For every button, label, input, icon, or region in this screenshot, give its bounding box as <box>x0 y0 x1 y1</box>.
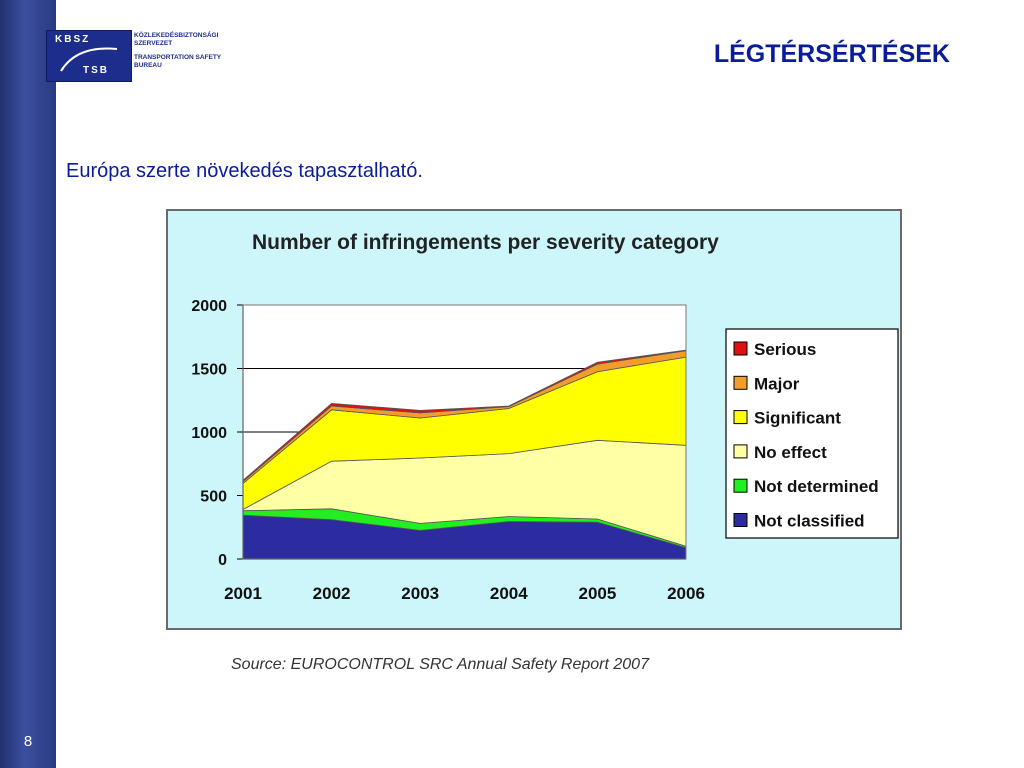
sidebar-bar: 8 <box>0 0 56 768</box>
logo-kbsz-text: KBSZ <box>55 34 91 45</box>
legend-swatch <box>733 444 748 459</box>
logo-line-2: SZERVEZET <box>134 40 173 47</box>
legend-label: Significant <box>754 409 841 428</box>
x-tick-label: 2006 <box>667 584 705 603</box>
chart-title: Number of infringements per severity cat… <box>252 231 719 254</box>
page-number: 8 <box>23 733 33 750</box>
legend-swatch <box>733 341 748 356</box>
logo-swoosh-icon <box>60 47 118 72</box>
legend-swatch <box>733 478 748 493</box>
y-tick-label: 1000 <box>191 425 227 442</box>
logo-emblem: KBSZ TSB <box>46 30 132 82</box>
logo-tsb-text: TSB <box>83 65 109 76</box>
x-tick-label: 2003 <box>401 584 439 603</box>
logo-line-3: TRANSPORTATION SAFETY <box>134 54 222 61</box>
slide-subtitle: Európa szerte növekedés tapasztalható. <box>66 160 423 182</box>
legend-label: Not determined <box>754 477 879 496</box>
chart-frame: Number of infringements per severity cat… <box>166 209 902 630</box>
legend-label: No effect <box>754 443 827 462</box>
chart-legend <box>725 328 899 539</box>
y-tick-label: 2000 <box>191 298 227 315</box>
kbsz-tsb-logo: KBSZ TSB KÖZLEKEDÉSBIZTONSÁGI SZERVEZET … <box>46 30 236 82</box>
plot-border <box>242 304 687 560</box>
legend-swatch <box>733 410 748 425</box>
logo-org-name: KÖZLEKEDÉSBIZTONSÁGI SZERVEZET TRANSPORT… <box>134 32 238 70</box>
legend-label: Major <box>754 374 800 393</box>
legend-label: Not classified <box>754 512 865 531</box>
legend-swatch <box>733 513 748 527</box>
y-tick-label: 1500 <box>191 362 227 379</box>
stacked-area-chart: Number of infringements per severity cat… <box>191 231 899 603</box>
slide-title: LÉGTÉRSÉRTÉSEK <box>713 40 950 68</box>
x-tick-label: 2001 <box>224 584 262 603</box>
y-tick-label: 500 <box>200 489 227 506</box>
legend-label: Serious <box>754 340 816 359</box>
x-tick-label: 2004 <box>490 584 528 603</box>
x-tick-label: 2002 <box>313 584 351 603</box>
legend-swatch <box>733 375 748 390</box>
x-tick-label: 2005 <box>578 584 616 603</box>
source-note: Source: EUROCONTROL SRC Annual Safety Re… <box>231 656 649 673</box>
logo-line-1: KÖZLEKEDÉSBIZTONSÁGI <box>134 32 219 39</box>
y-tick-label: 0 <box>218 552 227 569</box>
logo-line-4: BUREAU <box>134 62 162 69</box>
